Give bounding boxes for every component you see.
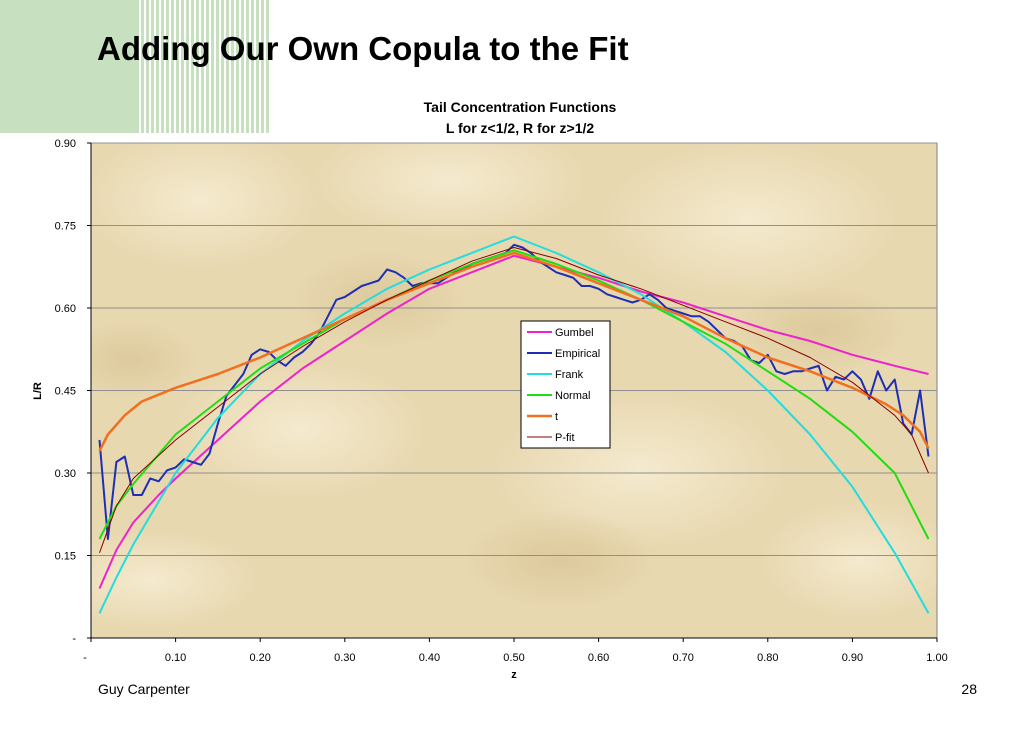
legend-label: P-fit	[555, 432, 575, 444]
y-tick-label: 0.30	[55, 468, 76, 480]
y-tick-label: -	[72, 633, 76, 645]
legend-label: t	[555, 411, 558, 423]
x-tick-label: 0.50	[503, 652, 524, 664]
header-decoration-block	[0, 0, 136, 133]
x-axis-label: z	[511, 669, 517, 681]
header-decoration-stripes	[136, 0, 270, 133]
legend-label: Empirical	[555, 348, 600, 360]
y-tick-label: 0.15	[55, 551, 76, 563]
page-number: 28	[961, 681, 977, 697]
x-tick-label: 1.00	[926, 652, 947, 664]
legend-label: Gumbel	[555, 327, 594, 339]
chart-subtitle: L for z<1/2, R for z>1/2	[446, 120, 595, 136]
y-tick-label: 0.75	[55, 221, 76, 233]
y-tick-label: 0.45	[55, 386, 76, 398]
y-tick-label: 0.90	[55, 138, 76, 150]
series-line-t	[98, 251, 930, 452]
x-tick-label: 0.80	[757, 652, 778, 664]
series-line-p-fit	[99, 247, 929, 553]
y-axis-label: L/R	[32, 382, 44, 400]
x-tick-label: 0.20	[249, 652, 270, 664]
x-tick-label: 0.10	[165, 652, 186, 664]
legend: Gumbel Empirical Frank Normal t P-fit	[520, 320, 611, 449]
chart-title: Tail Concentration Functions	[424, 99, 617, 115]
series-line-empirical	[98, 243, 930, 540]
x-tick-label: -	[83, 652, 87, 664]
x-tick-label: 0.90	[842, 652, 863, 664]
x-tick-label: 0.70	[672, 652, 693, 664]
x-tick-label: 0.30	[334, 652, 355, 664]
header-decoration	[0, 0, 270, 133]
legend-label: Frank	[555, 369, 584, 381]
x-tick-label: 0.40	[419, 652, 440, 664]
series-line-frank	[98, 235, 930, 614]
plot-area	[90, 142, 938, 639]
legend-label: Normal	[555, 390, 590, 402]
footer-company: Guy Carpenter	[98, 681, 190, 697]
x-tick-label: 0.60	[588, 652, 609, 664]
y-tick-label: 0.60	[55, 303, 76, 315]
series-line-normal	[98, 249, 930, 540]
slide-title: Adding Our Own Copula to the Fit	[97, 30, 629, 67]
